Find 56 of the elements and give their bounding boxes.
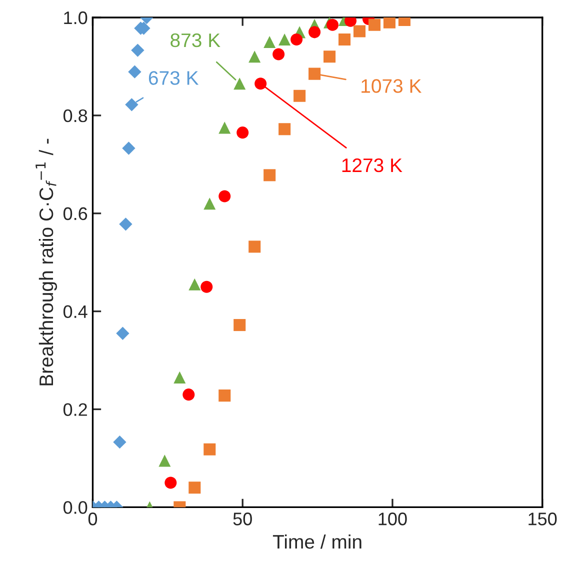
point (131, 44, 144, 57)
point (324, 50, 336, 63)
x-tick-label: 50 (233, 512, 252, 526)
point (174, 371, 186, 384)
x-tick-label: 150 (528, 512, 557, 526)
point (182, 388, 195, 401)
point (188, 278, 201, 290)
point (218, 190, 231, 202)
point (264, 36, 276, 48)
annotation: 873 K (170, 33, 220, 48)
y-axis-title: Breakthrough ratio C·C$_{f}$$^{−1}$ / - (36, 138, 58, 386)
point (116, 326, 130, 340)
point (119, 218, 132, 231)
point (204, 198, 216, 210)
point (218, 122, 231, 134)
point (254, 78, 267, 90)
point (204, 443, 216, 456)
point (308, 68, 321, 80)
point (278, 123, 291, 136)
point (200, 280, 213, 293)
point (326, 18, 339, 31)
y-tick-label: 0.0 (63, 501, 88, 514)
point (248, 50, 261, 63)
point (278, 34, 291, 46)
y-tick-label: 0.4 (63, 305, 88, 318)
point (234, 319, 246, 332)
annotation: 673 K (148, 71, 199, 85)
y-tick-label: 0.8 (63, 109, 88, 122)
y-tick-label: 1.0 (64, 11, 88, 24)
x-tick-label: 0 (88, 512, 98, 526)
x-tick-label: 100 (378, 512, 407, 526)
annotation: 1073 K (362, 79, 422, 93)
point (218, 390, 231, 402)
point (272, 48, 285, 60)
point (234, 78, 246, 90)
point (353, 25, 366, 38)
point (264, 169, 276, 182)
y-tick-label: 0.2 (63, 403, 87, 416)
point (294, 90, 306, 102)
point (236, 126, 249, 139)
point (290, 34, 303, 46)
x-axis-title: Time / min (272, 534, 362, 549)
point (248, 240, 261, 253)
point (338, 34, 351, 46)
point (308, 26, 321, 38)
point (188, 482, 201, 494)
point (113, 435, 126, 449)
point (383, 17, 396, 28)
point (128, 65, 142, 78)
point (368, 18, 380, 31)
point (122, 142, 136, 155)
annotation: 1273 K (342, 158, 402, 172)
point (158, 454, 171, 467)
y-tick-label: 0.6 (63, 207, 88, 220)
point (125, 98, 138, 112)
point (164, 476, 177, 489)
